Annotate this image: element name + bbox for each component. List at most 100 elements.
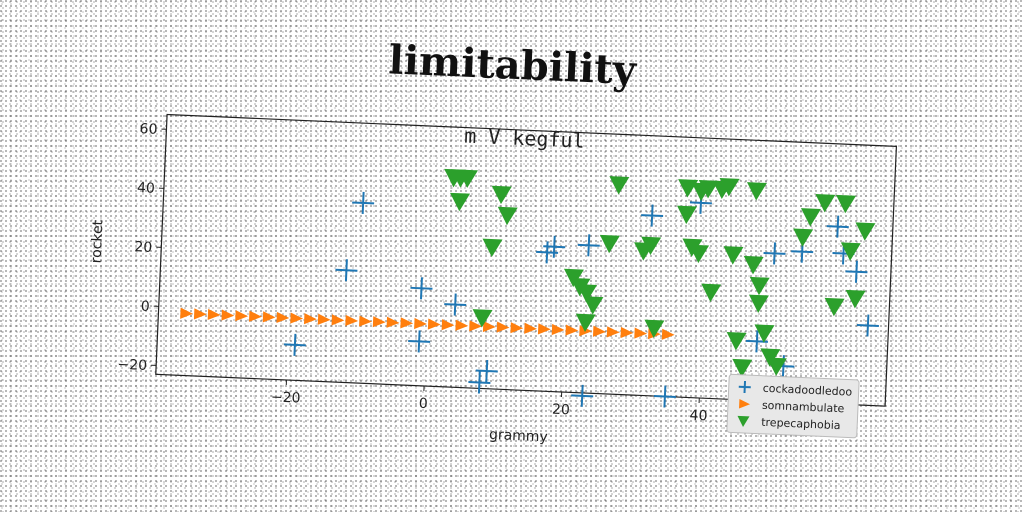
trepecaphobia-point: [457, 169, 478, 188]
legend-label-somnambulate: somnambulate: [762, 399, 845, 416]
cockadoodledoo-point: [335, 259, 358, 282]
trepecaphobia-point: [793, 228, 814, 247]
legend-label-cockadoodledoo: cockadoodledoo: [762, 382, 852, 399]
trepecaphobia-point: [815, 193, 836, 213]
somnambulate-point: [441, 319, 455, 331]
somnambulate-point: [317, 313, 331, 325]
trepecaphobia-point: [732, 358, 753, 378]
cockadoodledoo-point: [444, 293, 467, 316]
legend-box: [726, 373, 860, 439]
trepecaphobia-point: [723, 246, 744, 265]
cockadoodledoo-point: [641, 204, 664, 227]
cockadoodledoo-point: [856, 314, 879, 337]
somnambulate-point: [248, 310, 262, 322]
trepecaphobia-point: [609, 176, 630, 195]
somnambulate-point: [207, 308, 221, 321]
somnambulate-point: [634, 327, 648, 339]
somnambulate-point: [592, 325, 606, 337]
trepecaphobia-point: [583, 296, 604, 315]
data-points: [180, 168, 879, 408]
trepecaphobia-point: [845, 289, 866, 309]
x-axis-label: grammy: [489, 427, 548, 446]
x-tick-label: 20: [552, 402, 571, 419]
somnambulate-point: [414, 317, 427, 330]
cockadoodledoo-point: [410, 277, 433, 300]
somnambulate-point: [331, 314, 345, 326]
trepecaphobia-point: [754, 324, 775, 343]
y-axis: −20 0 20 40 60: [117, 121, 167, 374]
trepecaphobia-point: [491, 185, 512, 205]
somnambulate-point: [510, 322, 524, 334]
trepecaphobia-point: [836, 194, 857, 214]
y-tick-label: 20: [134, 239, 153, 256]
somnambulate-point: [427, 318, 441, 330]
somnambulate-point: [661, 328, 675, 340]
cockadoodledoo-point: [653, 385, 676, 408]
somnambulate-point: [620, 326, 634, 339]
trepecaphobia-point: [800, 208, 821, 227]
cockadoodledoo-point: [408, 330, 431, 353]
trepecaphobia-point: [766, 357, 787, 376]
trepecaphobia-point: [760, 348, 781, 367]
cockadoodledoo-point: [468, 371, 491, 394]
trepecaphobia-point: [719, 177, 740, 197]
y-tick-label: 60: [139, 121, 158, 138]
trepecaphobia-point: [746, 182, 767, 201]
somnambulate-point: [345, 314, 359, 327]
trepecaphobia-point: [577, 284, 598, 303]
trepecaphobia-point: [748, 294, 769, 314]
legend-marker-cockadoodledoo: [738, 380, 751, 394]
trepecaphobia-point: [743, 255, 764, 275]
somnambulate-point: [372, 316, 386, 328]
somnambulate-point: [276, 311, 290, 324]
somnambulate-point: [290, 312, 304, 324]
cockadoodledoo-point: [352, 191, 375, 214]
trepecaphobia-point: [599, 234, 620, 254]
y-tick-label: 0: [140, 299, 150, 315]
trepecaphobia-point: [691, 182, 712, 202]
somnambulate-point: [235, 310, 249, 322]
trepecaphobia-point: [726, 332, 747, 351]
cockadoodledoo-point: [577, 234, 600, 257]
trepecaphobia-point: [450, 192, 471, 212]
somnambulate-point: [221, 309, 235, 321]
cockadoodledoo-point: [283, 333, 306, 356]
somnambulate-point: [180, 307, 193, 319]
x-tick-label: 0: [418, 396, 428, 412]
somnambulate-point: [524, 322, 537, 334]
x-tick-label: 40: [689, 408, 708, 425]
somnambulate-point: [193, 308, 207, 320]
somnambulate-point: [606, 326, 620, 338]
trepecaphobia-point: [575, 313, 596, 333]
plot-frame: [155, 113, 898, 407]
somnambulate-point: [262, 311, 276, 323]
cockadoodledoo-point: [475, 359, 498, 383]
somnambulate-point: [469, 320, 482, 332]
trepecaphobia-point: [677, 205, 697, 225]
somnambulate-point: [537, 323, 551, 335]
somnambulate-point: [359, 315, 372, 327]
somnambulate-point: [386, 316, 400, 328]
trepecaphobia-point: [644, 319, 665, 339]
trepecaphobia-point: [497, 206, 518, 226]
trepecaphobia-point: [840, 242, 861, 261]
trepecaphobia-point: [749, 276, 770, 296]
legend-marker-trepecaphobia: [737, 415, 750, 427]
somnambulate-point: [565, 324, 579, 336]
legend-label-trepecaphobia: trepecaphobia: [761, 416, 841, 432]
cockadoodledoo-point: [763, 242, 786, 265]
x-tick-label: −20: [271, 389, 301, 406]
trepecaphobia-point: [563, 268, 584, 288]
cockadoodledoo-point: [845, 260, 868, 283]
y-tick-label: 40: [137, 180, 156, 197]
y-tick-label: −20: [117, 357, 147, 374]
trepecaphobia-point: [472, 309, 493, 328]
trepecaphobia-point: [482, 238, 503, 258]
somnambulate-point: [496, 321, 510, 333]
trepecaphobia-point: [701, 283, 722, 303]
trepecaphobia-point: [689, 244, 710, 264]
legend-marker-somnambulate: [739, 398, 751, 409]
somnambulate-point: [303, 313, 317, 325]
